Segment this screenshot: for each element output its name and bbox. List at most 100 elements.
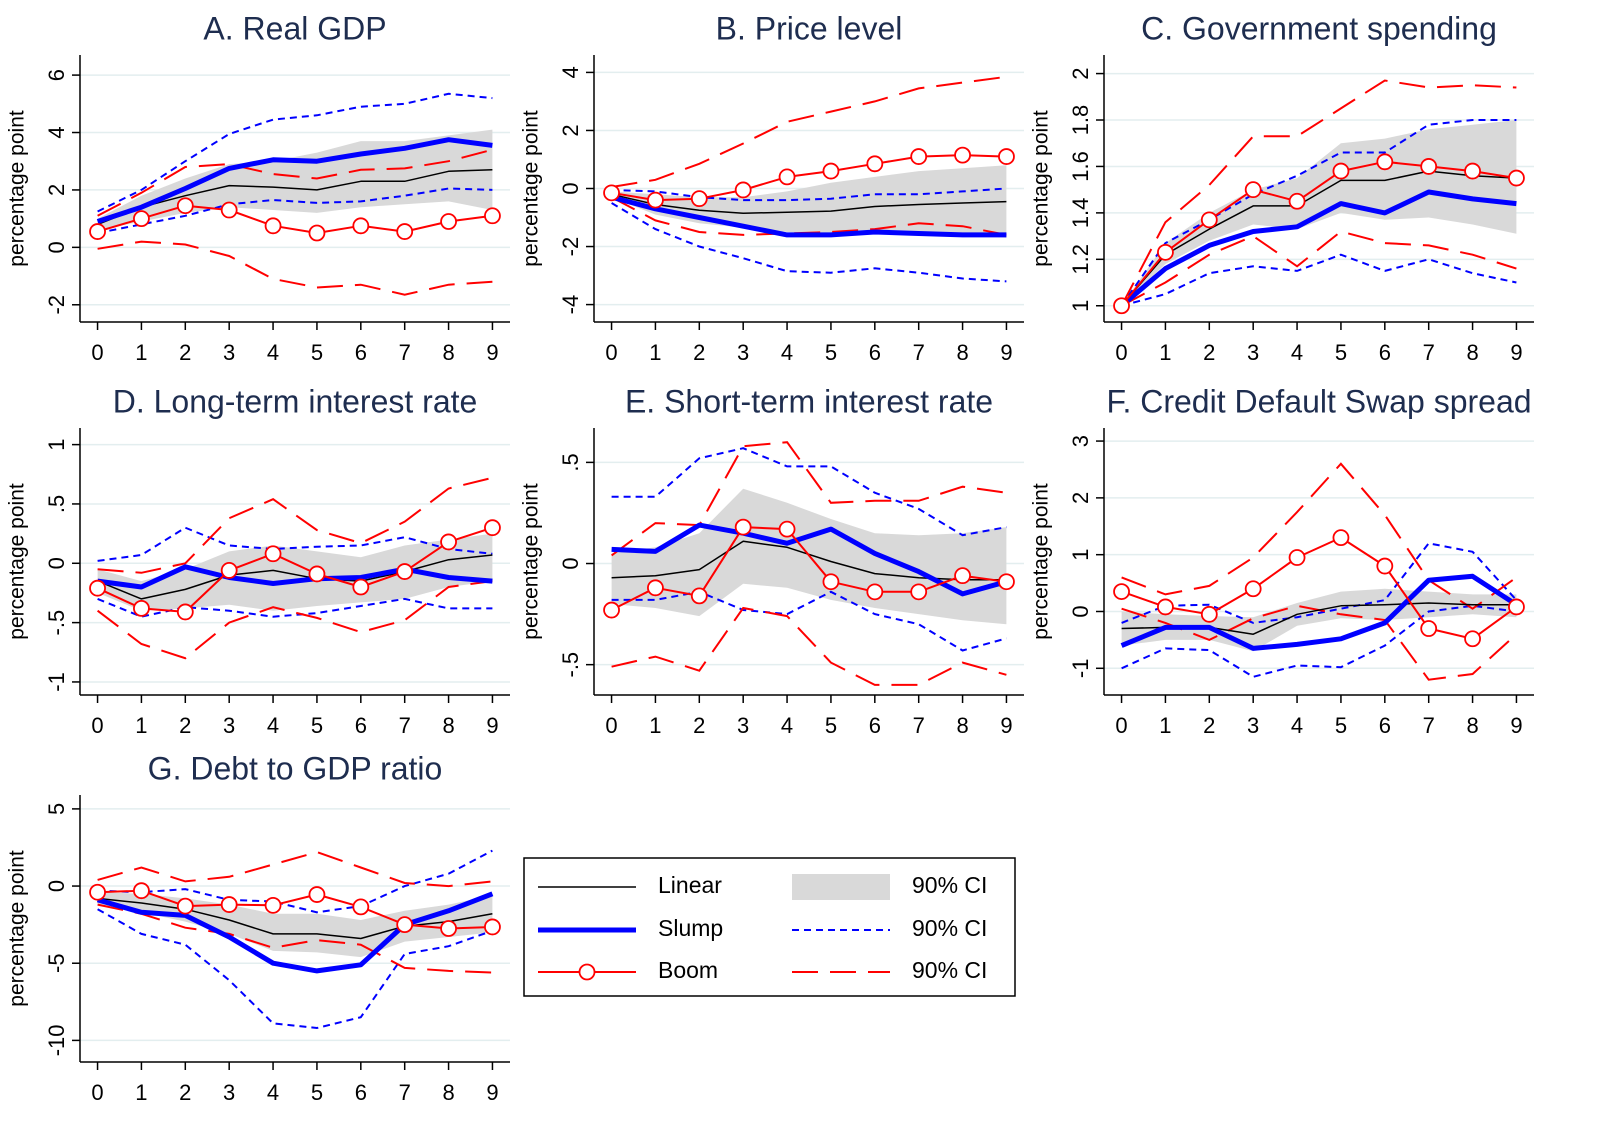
x-tick-label: 5 — [1335, 340, 1347, 365]
x-tick-label: 3 — [737, 713, 749, 738]
marker — [308, 224, 326, 242]
x-tick-label: 4 — [781, 713, 793, 738]
y-tick-label: -2 — [558, 237, 583, 257]
ci-line — [97, 92, 493, 213]
x-tick-label: 9 — [486, 340, 498, 365]
marker — [822, 573, 840, 591]
marker — [1157, 243, 1174, 261]
y-tick-label: -1 — [44, 672, 69, 692]
marker — [484, 918, 501, 936]
marker — [954, 146, 971, 164]
x-tick-label: 8 — [442, 340, 454, 365]
marker — [264, 545, 282, 563]
marker — [89, 579, 106, 597]
x-tick-label: 7 — [1423, 713, 1435, 738]
marker — [1200, 211, 1218, 229]
ci-line — [97, 526, 493, 562]
marker — [352, 898, 370, 916]
x-tick-label: 9 — [486, 713, 498, 738]
marker — [910, 583, 928, 601]
marker — [603, 601, 620, 619]
series-line — [96, 891, 494, 974]
x-tick-label: 5 — [311, 713, 323, 738]
x-tick-label: 2 — [693, 713, 705, 738]
series-line — [97, 564, 493, 590]
ci-line — [1121, 462, 1517, 610]
marker — [264, 896, 282, 914]
marker — [1113, 297, 1130, 315]
x-tick-label: 1 — [1159, 713, 1171, 738]
x-tick-label: 1 — [135, 713, 147, 738]
marker — [396, 563, 414, 580]
ci-band — [97, 533, 493, 611]
x-tick-label: 3 — [1247, 713, 1259, 738]
marker — [484, 207, 501, 225]
marker — [1420, 620, 1438, 637]
x-tick-label: 9 — [486, 1080, 498, 1105]
y-axis-label: percentage point — [6, 850, 29, 1007]
marker — [352, 578, 370, 596]
ci-line — [97, 908, 493, 1030]
x-tick-label: 2 — [179, 340, 191, 365]
marker — [1200, 605, 1218, 623]
x-tick-label: 6 — [869, 340, 881, 365]
y-tick-label: 2 — [44, 184, 69, 196]
legend-swatch — [792, 874, 890, 900]
ci-line — [97, 849, 493, 914]
x-tick-label: 6 — [355, 340, 367, 365]
x-tick-label: 7 — [913, 713, 925, 738]
x-tick-label: 6 — [1379, 713, 1391, 738]
x-tick-label: 1 — [1159, 340, 1171, 365]
marker — [1288, 549, 1306, 566]
ci-line — [1121, 542, 1518, 624]
marker — [866, 583, 884, 601]
x-tick-label: 5 — [1335, 713, 1347, 738]
marker — [176, 197, 194, 215]
panel-title: C. Government spending — [1141, 10, 1497, 46]
marker — [1332, 162, 1350, 180]
x-tick-label: 4 — [267, 1080, 279, 1105]
marker — [822, 162, 840, 180]
marker — [352, 217, 370, 235]
marker — [176, 603, 194, 621]
panel-title: F. Credit Default Swap spread — [1106, 383, 1531, 419]
panel: A. Real GDP percentage point -2 0 2 4 6 0 1 2 3 4 5 6… — [6, 10, 510, 365]
marker — [308, 886, 326, 903]
marker — [734, 518, 752, 536]
marker — [734, 181, 752, 199]
marker — [1157, 598, 1174, 616]
marker — [133, 599, 150, 617]
marker — [1332, 529, 1350, 547]
x-tick-label: 8 — [1466, 713, 1478, 738]
panel-title: G. Debt to GDP ratio — [148, 750, 443, 786]
ci-band — [1121, 588, 1517, 652]
x-tick-label: 4 — [1291, 713, 1303, 738]
marker — [89, 883, 106, 901]
ci-line — [96, 580, 493, 660]
y-tick-label: -.5 — [44, 610, 69, 636]
panel-title: E. Short-term interest rate — [625, 383, 993, 419]
y-tick-label: 2 — [558, 124, 583, 136]
legend-label: 90% CI — [912, 872, 987, 898]
marker — [89, 223, 106, 240]
series-line — [1120, 160, 1517, 307]
x-tick-label: 7 — [399, 340, 411, 365]
panel: B. Price level percentage point -4 -2 0 2 4 0 1 2… — [520, 10, 1024, 365]
ci-line — [1121, 604, 1517, 678]
x-tick-label: 2 — [1203, 713, 1215, 738]
y-tick-label: 4 — [44, 126, 69, 138]
panel: G. Debt to GDP ratio percentage point -10 -… — [6, 750, 510, 1105]
ci-line — [1121, 253, 1517, 307]
x-tick-label: 4 — [267, 713, 279, 738]
panel-title: D. Long-term interest rate — [113, 383, 478, 419]
marker — [1113, 583, 1130, 601]
y-axis-label: percentage point — [1030, 110, 1053, 267]
legend-label: Slump — [658, 915, 723, 941]
y-tick-label: 1 — [1068, 549, 1093, 561]
x-tick-label: 5 — [825, 340, 837, 365]
y-tick-label: 5 — [44, 803, 69, 815]
y-tick-label: 0 — [558, 557, 583, 569]
marker — [778, 168, 796, 186]
x-tick-label: 6 — [869, 713, 881, 738]
